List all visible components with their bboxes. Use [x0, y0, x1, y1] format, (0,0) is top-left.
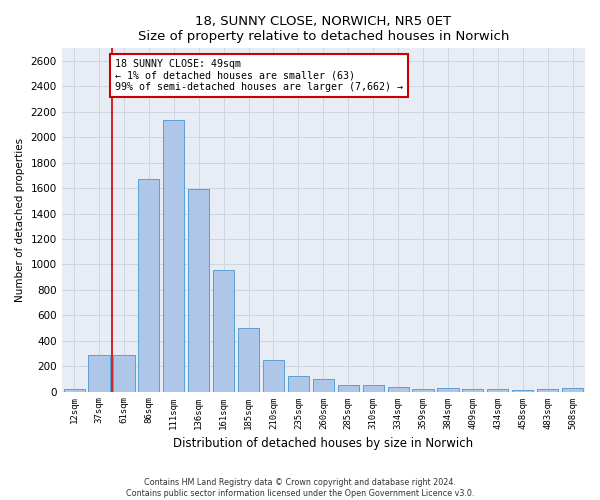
Bar [238, 328, 259, 392]
Bar [188, 190, 209, 392]
Bar [487, 389, 508, 392]
Title: 18, SUNNY CLOSE, NORWICH, NR5 0ET
Size of property relative to detached houses i: 18, SUNNY CLOSE, NORWICH, NR5 0ET Size o… [137, 15, 509, 43]
Bar [462, 389, 484, 392]
Bar [113, 354, 134, 392]
Bar [512, 390, 533, 392]
Bar [562, 388, 583, 392]
Bar [362, 385, 384, 392]
Bar [388, 387, 409, 392]
Bar [64, 389, 85, 392]
Bar [288, 376, 309, 392]
Bar [88, 354, 110, 392]
Bar [213, 270, 234, 392]
Text: 18 SUNNY CLOSE: 49sqm
← 1% of detached houses are smaller (63)
99% of semi-detac: 18 SUNNY CLOSE: 49sqm ← 1% of detached h… [115, 58, 403, 92]
Bar [163, 120, 184, 392]
Bar [412, 389, 434, 392]
Bar [313, 379, 334, 392]
Bar [537, 389, 558, 392]
Bar [263, 360, 284, 392]
Bar [138, 180, 160, 392]
Text: Contains HM Land Registry data © Crown copyright and database right 2024.
Contai: Contains HM Land Registry data © Crown c… [126, 478, 474, 498]
Bar [338, 385, 359, 392]
X-axis label: Distribution of detached houses by size in Norwich: Distribution of detached houses by size … [173, 437, 473, 450]
Y-axis label: Number of detached properties: Number of detached properties [15, 138, 25, 302]
Bar [437, 388, 458, 392]
